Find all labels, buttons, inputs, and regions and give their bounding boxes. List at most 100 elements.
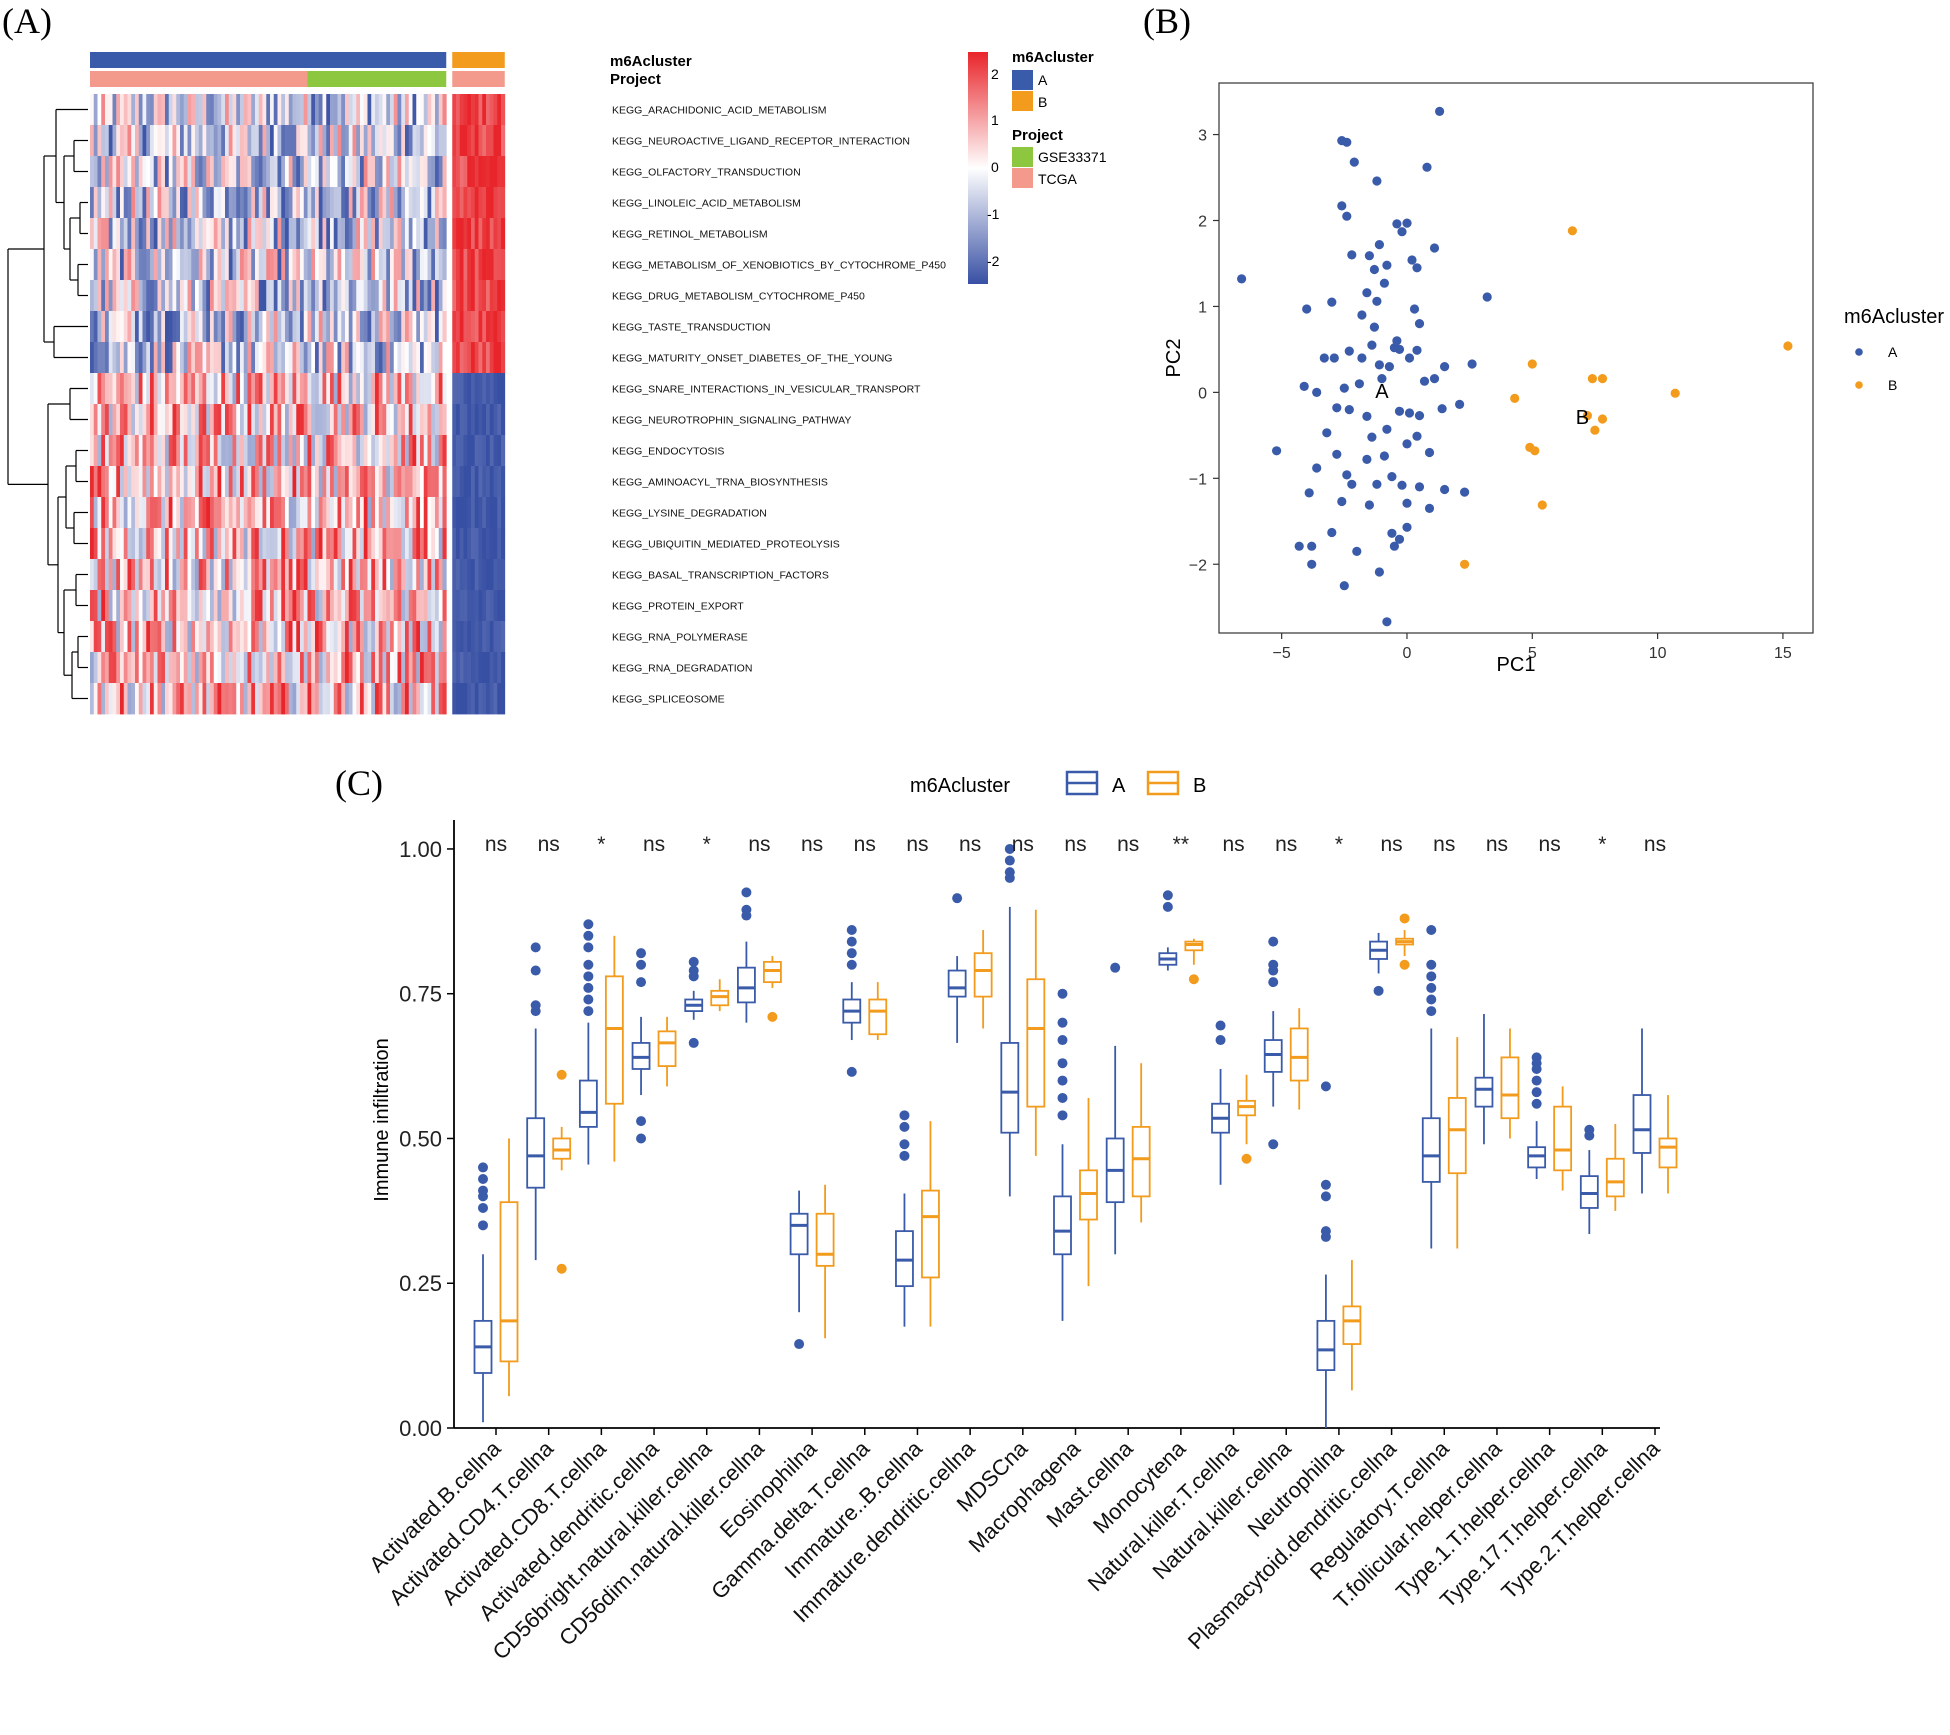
heatmap-cell [397, 94, 402, 126]
heatmap-cell [360, 683, 365, 715]
heatmap-cell [438, 497, 443, 529]
heatmap-cell [183, 621, 188, 653]
scatter-point-a [1327, 297, 1337, 307]
heatmap-cell [390, 125, 395, 157]
heatmap-cell [157, 373, 162, 405]
significance-label: ns [1380, 833, 1402, 856]
box-outlier [846, 1066, 857, 1077]
scatter-point-a [1482, 292, 1492, 302]
heatmap-cell [303, 559, 308, 591]
heatmap-cell [191, 125, 196, 157]
heatmap-cell [456, 466, 461, 498]
box-b [921, 1121, 940, 1327]
heatmap-cell [277, 466, 282, 498]
heatmap-cell [452, 280, 457, 312]
heatmap-cell [292, 435, 297, 467]
scatter-x-tick-label: 15 [1774, 645, 1792, 662]
heatmap-cell [303, 652, 308, 684]
heatmap-cell [270, 652, 275, 684]
heatmap-cell [416, 652, 421, 684]
panel-label-a: (A) [2, 1, 52, 41]
heatmap-cell [198, 125, 203, 157]
heatmap-cell [401, 249, 406, 281]
heatmap-cell [420, 621, 425, 653]
heatmap-cell [168, 497, 173, 529]
heatmap-cell [416, 94, 421, 126]
heatmap-cell [315, 125, 320, 157]
heatmap-cell [467, 218, 472, 250]
box-b [1500, 1028, 1520, 1139]
scatter-point-b [1567, 226, 1577, 236]
heatmap-cell [431, 528, 436, 560]
scatter-point-a [1429, 243, 1440, 253]
heatmap-cell [467, 466, 472, 498]
heatmap-cell [97, 466, 102, 498]
heatmap-cell [210, 497, 215, 529]
scale-tick-1: 1 [991, 112, 999, 128]
heatmap-cell [435, 218, 440, 250]
heatmap-cell [397, 280, 402, 312]
heatmap-cell [191, 218, 196, 250]
box-outlier [1320, 1179, 1331, 1190]
heatmap-cell [165, 466, 170, 498]
box-a [1369, 932, 1388, 996]
heatmap-row-label: KEGG_UBIQUITIN_MEDIATED_PROTEOLYSIS [612, 539, 840, 551]
heatmap-cell [393, 94, 398, 126]
heatmap-cell [221, 404, 226, 436]
heatmap-cell [367, 249, 372, 281]
heatmap-cell [423, 683, 428, 715]
box-a [1632, 1028, 1652, 1194]
heatmap-cell [206, 187, 211, 219]
heatmap-cell [431, 280, 436, 312]
heatmap-cell [456, 404, 461, 436]
heatmap-cell [356, 404, 361, 436]
heatmap-cell [281, 435, 286, 467]
heatmap-cell [292, 311, 297, 343]
heatmap-cell [393, 218, 398, 250]
heatmap-cell [97, 528, 102, 560]
heatmap-cell [142, 466, 147, 498]
heatmap-cell [217, 466, 222, 498]
heatmap-cell [412, 373, 417, 405]
scatter-point-a [1347, 479, 1357, 489]
scale-tick-0: 0 [991, 159, 999, 175]
heatmap-cell [101, 497, 106, 529]
heatmap-cell [112, 342, 117, 374]
heatmap-cell [296, 590, 301, 622]
heatmap-cell [459, 94, 464, 126]
heatmap-cell [452, 590, 457, 622]
heatmap-cell [292, 404, 297, 436]
heatmap-cell [489, 342, 494, 374]
heatmap-cell [390, 590, 395, 622]
heatmap-cell [352, 466, 357, 498]
heatmap-cell [337, 435, 342, 467]
heatmap-cell [318, 342, 323, 374]
heatmap-cell [345, 528, 350, 560]
heatmap-cell [225, 342, 230, 374]
heatmap-cell [120, 218, 125, 250]
heatmap-cell [356, 311, 361, 343]
heatmap-cell [191, 497, 196, 529]
heatmap-cell [371, 311, 376, 343]
heatmap-cell [356, 497, 361, 529]
heatmap-cell [311, 652, 316, 684]
heatmap-cell [262, 404, 267, 436]
heatmap-cell [467, 559, 472, 591]
scatter-point-a [1392, 336, 1402, 346]
heatmap-cell [191, 652, 196, 684]
heatmap-cell [213, 466, 218, 498]
heatmap-cell [277, 187, 282, 219]
heatmap-cell [300, 559, 305, 591]
heatmap-cell [474, 156, 479, 188]
heatmap-cell [330, 621, 335, 653]
heatmap-cell [420, 156, 425, 188]
heatmap-cell [150, 435, 155, 467]
heatmap-cell [247, 621, 252, 653]
heatmap-cell [157, 466, 162, 498]
heatmap-cell [195, 466, 200, 498]
heatmap-color-scale: 2 1 0 -1 -2 [968, 52, 1000, 284]
heatmap-cell [93, 280, 98, 312]
box-outlier [1373, 985, 1384, 996]
heatmap-cell [307, 466, 312, 498]
heatmap-cell [195, 125, 200, 157]
